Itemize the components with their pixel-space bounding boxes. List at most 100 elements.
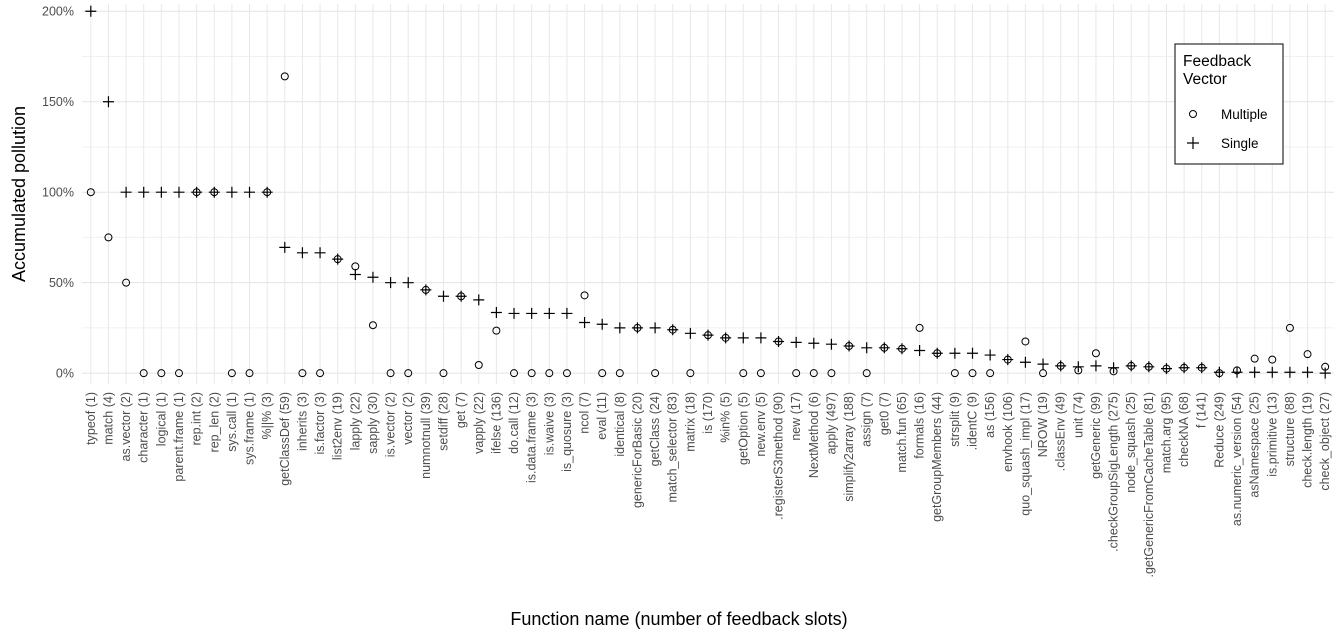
point-single (314, 247, 326, 259)
x-tick-label: get (7) (454, 392, 468, 428)
point-single (1178, 362, 1190, 374)
point-single (596, 318, 608, 330)
point-single (1002, 354, 1014, 366)
x-tick-label: as.numeric_version (54) (1230, 392, 1244, 526)
y-axis-ticks: 0% 50% 100% 150% 200% (42, 5, 74, 381)
point-single (102, 96, 114, 108)
x-tick-label: formals (16) (913, 392, 927, 459)
x-tick-label: identical (8) (613, 392, 627, 457)
x-tick-label: genericForBasic (20) (630, 392, 644, 508)
point-single (1196, 362, 1208, 374)
point-multiple (245, 369, 254, 378)
point-multiple (157, 369, 166, 378)
point-single (1266, 366, 1278, 378)
x-tick-label: new (17) (789, 392, 803, 441)
point-single (296, 247, 308, 259)
legend-circle-marker-icon (1189, 110, 1197, 118)
point-single (1249, 366, 1261, 378)
x-tick-label: match (4) (101, 392, 115, 445)
x-tick-label: .getGenericFromCacheTable (81) (1142, 392, 1156, 578)
point-single (614, 322, 626, 334)
point-multiple (86, 188, 95, 197)
legend-title-line-1: Feedback (1183, 53, 1251, 70)
point-single (843, 340, 855, 352)
legend-entry-single: Single (1221, 136, 1259, 151)
point-multiple (122, 278, 131, 287)
point-single (367, 271, 379, 283)
point-single (808, 337, 820, 349)
x-tick-label: NextMethod (6) (807, 392, 821, 478)
x-tick-label: eval (11) (595, 392, 609, 440)
point-multiple (174, 369, 183, 378)
x-tick-label: %in% (5) (719, 392, 733, 443)
x-tick-label: structure (88) (1283, 392, 1297, 466)
point-multiple (545, 369, 554, 378)
x-tick-label: is.primitive (13) (1265, 392, 1279, 477)
x-tick-label: parent.frame (1) (172, 392, 186, 482)
point-single (85, 5, 97, 17)
point-single (473, 294, 485, 306)
point-single (191, 186, 203, 198)
x-tick-label: simplify2array (188) (842, 392, 856, 502)
point-multiple (439, 369, 448, 378)
point-single (702, 329, 714, 341)
x-tick-label: .checkGroupSigLength (275) (1107, 392, 1121, 552)
point-single (667, 324, 679, 336)
point-single (896, 343, 908, 355)
point-single (1125, 360, 1137, 372)
point-single (155, 186, 167, 198)
y-tick-label: 50% (49, 276, 74, 290)
x-tick-label: envhook (106) (1001, 392, 1015, 472)
point-multiple (968, 369, 977, 378)
x-tick-label: sapply (30) (366, 392, 380, 454)
x-tick-label: is.factor (3) (313, 392, 327, 455)
point-multiple (686, 369, 695, 378)
point-single (984, 349, 996, 361)
y-tick-label: 0% (56, 367, 74, 381)
x-tick-label: matrix (18) (683, 392, 697, 452)
x-tick-label: sys.call (1) (225, 392, 239, 452)
point-multiple (950, 369, 959, 378)
point-single (208, 186, 220, 198)
x-tick-label: apply (497) (824, 392, 838, 455)
point-single (1231, 366, 1243, 378)
legend-title-line-2: Vector (1183, 71, 1227, 88)
point-multiple (1021, 337, 1030, 346)
x-tick-label: node_squash (25) (1124, 392, 1138, 493)
x-tick-label: quo_squash_impl (17) (1018, 392, 1032, 516)
point-multiple (598, 369, 607, 378)
x-tick-label: Reduce (249) (1212, 392, 1226, 468)
point-single (508, 307, 520, 319)
point-multiple (280, 72, 289, 81)
x-tick-label: is (170) (701, 392, 715, 434)
point-multiple (827, 369, 836, 378)
point-single (1213, 366, 1225, 378)
point-single (332, 253, 344, 265)
x-tick-label: match.fun (65) (895, 392, 909, 473)
x-tick-label: is.data.frame (3) (525, 392, 539, 483)
point-multiple (298, 369, 307, 378)
x-tick-label: logical (1) (154, 392, 168, 446)
point-single (526, 307, 538, 319)
x-tick-label: .identC (9) (966, 392, 980, 450)
point-multiple (651, 369, 660, 378)
point-single (967, 347, 979, 359)
point-single (1284, 366, 1296, 378)
point-multiple (227, 369, 236, 378)
x-tick-label: typeof (1) (84, 392, 98, 445)
point-single (437, 290, 449, 302)
point-single (649, 322, 661, 334)
y-axis-title: Accumulated pollution (9, 106, 29, 282)
point-single (790, 336, 802, 348)
point-multiple (139, 369, 148, 378)
point-multiple (492, 326, 501, 335)
x-tick-label: asNamespace (25) (1248, 392, 1262, 498)
point-single (543, 307, 555, 319)
x-tick-label: numnotnull (39) (419, 392, 433, 479)
point-single (1160, 363, 1172, 375)
x-tick-label: setdiff (28) (436, 392, 450, 451)
point-single (1108, 362, 1120, 374)
x-tick-label: is.vector (2) (384, 392, 398, 457)
point-single (349, 269, 361, 281)
